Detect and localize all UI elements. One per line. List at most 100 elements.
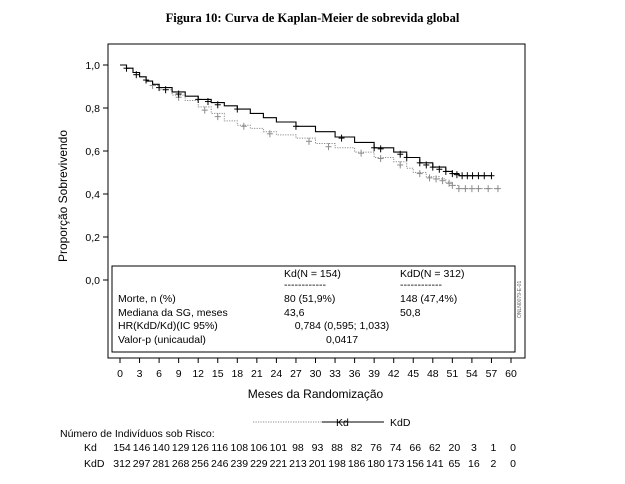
y-tick-label: 0,2 bbox=[85, 232, 100, 244]
censor-mark bbox=[494, 185, 501, 193]
censor-mark bbox=[416, 159, 423, 167]
censor-mark bbox=[143, 76, 150, 84]
at-risk-value: 268 bbox=[172, 458, 190, 470]
at-risk-value: 108 bbox=[231, 442, 249, 454]
at-risk-value: 146 bbox=[133, 442, 151, 454]
censor-mark bbox=[485, 185, 492, 193]
curve-kd bbox=[120, 64, 498, 190]
x-tick-label: 57 bbox=[486, 368, 498, 380]
censor-mark bbox=[338, 134, 345, 142]
x-tick-label: 30 bbox=[310, 368, 322, 380]
x-tick-label: 12 bbox=[192, 368, 204, 380]
censor-mark bbox=[442, 167, 449, 175]
at-risk-value: 213 bbox=[289, 458, 307, 470]
censor-mark bbox=[459, 172, 466, 180]
stats-row-label: Mediana da SG, meses bbox=[118, 307, 228, 319]
x-tick-label: 36 bbox=[349, 368, 361, 380]
stats-value-kdd: 148 (47,4%) bbox=[400, 293, 457, 305]
stats-header-kdd: KdD(N = 312) bbox=[400, 268, 465, 280]
stats-row-label: HR(KdD/Kd)(IC 95%) bbox=[118, 320, 218, 332]
at-risk-value: 93 bbox=[312, 442, 324, 454]
at-risk-value: 239 bbox=[231, 458, 249, 470]
legend: Kd KdD bbox=[253, 417, 411, 429]
censor-mark bbox=[469, 172, 476, 180]
censor-mark bbox=[436, 165, 443, 173]
censor-mark bbox=[426, 174, 433, 182]
stats-value-kd: 80 (51,9%) bbox=[284, 293, 335, 305]
stats-value-kd: 43,6 bbox=[284, 307, 305, 319]
censor-mark bbox=[371, 144, 378, 152]
censor-mark bbox=[325, 143, 332, 151]
figure-title: Figura 10: Curva de Kaplan-Meier de sobr… bbox=[165, 11, 460, 25]
at-risk-value: 312 bbox=[113, 458, 131, 470]
stats-header-kd: Kd(N = 154) bbox=[284, 268, 341, 280]
stats-row-label: Morte, n (%) bbox=[118, 293, 176, 305]
censor-mark bbox=[214, 113, 221, 121]
censor-mark bbox=[446, 179, 453, 187]
x-tick-label: 33 bbox=[329, 368, 341, 380]
censor-mark bbox=[133, 71, 140, 79]
legend-label-kd: Kd bbox=[336, 417, 349, 429]
x-tick-label: 21 bbox=[251, 368, 263, 380]
figure-code: ONLN0079-E-01 bbox=[517, 280, 523, 318]
y-tick-label: 0,8 bbox=[85, 103, 100, 115]
at-risk-value: 173 bbox=[387, 458, 405, 470]
censor-mark bbox=[201, 106, 208, 114]
censor-mark bbox=[468, 185, 475, 193]
censor-mark bbox=[195, 95, 202, 103]
censor-mark bbox=[462, 185, 469, 193]
at-risk-value: 3 bbox=[471, 442, 477, 454]
censor-mark bbox=[475, 172, 482, 180]
censor-mark bbox=[377, 145, 384, 153]
at-risk-value: 1 bbox=[491, 442, 497, 454]
censor-mark bbox=[455, 185, 462, 193]
censor-mark bbox=[488, 172, 495, 180]
at-risk-value: 229 bbox=[250, 458, 268, 470]
legend-label-kdd: KdD bbox=[390, 417, 411, 429]
censor-mark bbox=[449, 181, 456, 189]
at-risk-value: 82 bbox=[351, 442, 363, 454]
censor-mark bbox=[439, 177, 446, 185]
at-risk-value: 221 bbox=[270, 458, 288, 470]
censor-mark bbox=[377, 155, 384, 163]
x-tick-label: 0 bbox=[117, 368, 123, 380]
at-risk-value: 106 bbox=[250, 442, 268, 454]
x-tick-label: 18 bbox=[231, 368, 243, 380]
at-risk-value: 116 bbox=[211, 442, 228, 454]
survival-curves bbox=[120, 64, 501, 193]
curve-kdd bbox=[120, 64, 492, 177]
at-risk-value: 256 bbox=[191, 458, 209, 470]
at-risk-value: 156 bbox=[406, 458, 424, 470]
at-risk-value: 76 bbox=[370, 442, 382, 454]
stats-value: 0,0417 bbox=[326, 334, 358, 346]
at-risk-value: 0 bbox=[510, 458, 516, 470]
censor-mark bbox=[453, 171, 460, 179]
censor-marks-kdd bbox=[123, 64, 495, 180]
censor-mark bbox=[214, 101, 221, 109]
censor-mark bbox=[481, 172, 488, 180]
censor-mark bbox=[305, 137, 312, 145]
censor-mark bbox=[162, 86, 169, 94]
at-risk-value: 186 bbox=[348, 458, 366, 470]
censor-mark bbox=[234, 105, 241, 113]
y-tick-label: 0,4 bbox=[85, 189, 100, 201]
x-tick-label: 24 bbox=[271, 368, 283, 380]
censor-mark bbox=[475, 185, 482, 193]
censor-mark bbox=[175, 90, 182, 98]
at-risk-value: 281 bbox=[152, 458, 170, 470]
stats-table: Kd(N = 154) KdD(N = 312)------------ -----… bbox=[111, 265, 516, 353]
at-risk-value: 246 bbox=[211, 458, 229, 470]
censor-mark bbox=[397, 150, 404, 158]
at-risk-value: 88 bbox=[331, 442, 343, 454]
stats-value-kdd: 50,8 bbox=[400, 307, 421, 319]
stats-box bbox=[111, 265, 516, 353]
censor-mark bbox=[358, 149, 365, 157]
censor-mark bbox=[423, 161, 430, 169]
censor-mark bbox=[403, 153, 410, 161]
x-tick-label: 60 bbox=[505, 368, 517, 380]
at-risk-value: 198 bbox=[328, 458, 346, 470]
at-risk-value: 65 bbox=[449, 458, 461, 470]
censor-mark bbox=[449, 170, 456, 178]
at-risk-label-kdd: KdD bbox=[84, 458, 105, 470]
censor-mark bbox=[416, 170, 423, 178]
